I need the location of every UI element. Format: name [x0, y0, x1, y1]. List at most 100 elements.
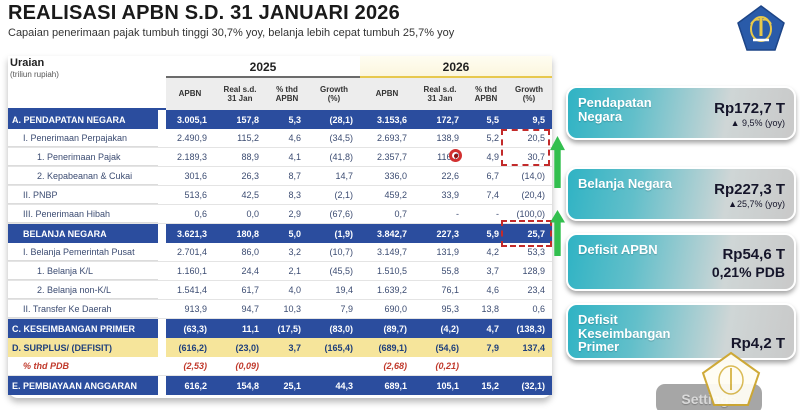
- row-label: I. Penerimaan Perpajakan: [8, 129, 158, 147]
- column-gap: [158, 148, 166, 166]
- cell-value: 24,4: [241, 266, 259, 276]
- cell-value: [308, 357, 360, 375]
- cell-value: 2,9: [288, 209, 301, 219]
- cell-value: 2.701,4: [176, 247, 207, 257]
- card-belanja-negara: Belanja Negara Rp227,3 T ▲25,7% (yoy): [566, 167, 796, 221]
- cell-value: 1.541,4: [176, 285, 207, 295]
- cell-value: 0,6: [532, 304, 545, 314]
- cell-value: 15,2: [466, 376, 506, 395]
- summary-cards: Pendapatan Negara Rp172,7 T ▲ 9,5% (yoy)…: [566, 86, 796, 360]
- cell-value: 336,0: [384, 171, 407, 181]
- row-label: 1. Belanja K/L: [8, 262, 158, 280]
- table-row: II. Transfer Ke Daerah 913,9 94,7 10,3 7,9 69…: [8, 300, 552, 319]
- column-header: Real s.d. 31 Jan: [214, 78, 266, 110]
- row-label: D. SURPLUS/ (DEFISIT): [8, 338, 158, 357]
- cell-value: 61,7: [241, 285, 259, 295]
- column-gap: [158, 167, 166, 185]
- cell-value: 4,9: [486, 152, 499, 162]
- cell-value: 25,1: [266, 376, 308, 395]
- column-gap: [158, 110, 166, 129]
- table-row: 1. Belanja K/L 1.160,1 24,4 2,1 (45,5) 1.510,…: [8, 262, 552, 281]
- table-row: A. PENDAPATAN NEGARA 3.005,1 157,8 5,3 (28,1…: [8, 110, 552, 129]
- cell-value: (0,09): [235, 361, 259, 371]
- cell-value: (2,53): [183, 361, 207, 371]
- cell-value: 94,7: [241, 304, 259, 314]
- cell-value: 3,7: [486, 266, 499, 276]
- column-gap: [158, 224, 166, 243]
- year-group-2026: 2026: [360, 56, 552, 78]
- cell-value: 76,1: [441, 285, 459, 295]
- row-label: A. PENDAPATAN NEGARA: [8, 110, 158, 129]
- cell-value: 3,2: [288, 247, 301, 257]
- cell-value: 2.189,3: [176, 152, 207, 162]
- uraian-header: Uraian (triliun rupiah): [8, 56, 166, 110]
- column-gap: [158, 338, 166, 357]
- table-row: C. KESEIMBANGAN PRIMER (63,3) 11,1 (17,5) (8…: [8, 319, 552, 338]
- cell-value: 115,2: [237, 133, 259, 143]
- cell-value: 180,8: [214, 224, 266, 243]
- cell-value: 128,9: [522, 266, 545, 276]
- cell-value: 20,5: [527, 133, 545, 143]
- cell-value: 30,7: [527, 152, 545, 162]
- cell-value: 116,2: [437, 152, 459, 162]
- cell-value: 22,6: [441, 171, 459, 181]
- cell-value: (41,8): [329, 152, 353, 162]
- cell-value: 172,7: [414, 110, 466, 129]
- cell-value: (2,1): [334, 190, 353, 200]
- growth-highlight-box-pajak: [501, 129, 550, 166]
- cell-value: 9,5: [506, 110, 552, 129]
- card-value: Rp172,7 T: [714, 100, 785, 117]
- card-pdb: 0,21% PDB: [711, 264, 785, 280]
- column-header: APBN: [360, 78, 414, 110]
- cell-value: 1.160,1: [176, 266, 207, 276]
- row-label: III. Penerimaan Hibah: [8, 205, 158, 223]
- cell-value: 3.842,7: [360, 224, 414, 243]
- cell-value: 459,2: [384, 190, 407, 200]
- cell-value: 5,0: [266, 224, 308, 243]
- cell-value: 3.149,7: [376, 247, 407, 257]
- cell-value: 86,0: [241, 247, 259, 257]
- cell-value: 53,3: [527, 247, 545, 257]
- cell-value: (1,9): [308, 224, 360, 243]
- cell-value: (165,4): [308, 338, 360, 357]
- cell-value: 14,7: [335, 171, 353, 181]
- table-row: I. Belanja Pemerintah Pusat 2.701,4 86,0 3,…: [8, 243, 552, 262]
- row-label: II. PNBP: [8, 186, 158, 204]
- cell-value: (616,2): [166, 338, 214, 357]
- cell-value: (23,0): [214, 338, 266, 357]
- cell-value: 689,1: [360, 376, 414, 395]
- column-gap: [158, 243, 166, 261]
- uraian-label: Uraian: [10, 57, 45, 69]
- cell-value: 227,3: [414, 224, 466, 243]
- row-label: % thd PDB: [23, 361, 69, 371]
- up-arrow-icon: [550, 136, 565, 188]
- cell-value: (20,4): [521, 190, 545, 200]
- table-row: III. Penerimaan Hibah 0,6 0,0 2,9 (67,6) 0,7 -…: [8, 205, 552, 224]
- table-row: I. Penerimaan Perpajakan 2.490,9 115,2 4,6 (…: [8, 129, 552, 148]
- card-value: Rp4,2 T: [730, 335, 785, 352]
- card-defisit-apbn: Defisit APBN Rp54,6 T 0,21% PDB: [566, 233, 796, 291]
- cell-value: -: [456, 209, 459, 219]
- column-gap: [158, 129, 166, 147]
- card-pendapatan-negara: Pendapatan Negara Rp172,7 T ▲ 9,5% (yoy): [566, 86, 796, 140]
- cell-value: (54,6): [414, 338, 466, 357]
- table-row: 1. Penerimaan Pajak 2.189,3 88,9 4,1 (41,8) 2…: [8, 148, 552, 167]
- page-subtitle: Capaian penerimaan pajak tumbuh tinggi 3…: [8, 27, 455, 39]
- cell-value: 19,4: [335, 285, 353, 295]
- cell-value: 25,7: [506, 224, 552, 243]
- cell-value: 8,3: [288, 190, 301, 200]
- card-defisit-keseimbangan-primer: Defisit Keseimbangan Primer Rp4,2 T: [566, 303, 796, 360]
- card-value: Rp54,6 T: [722, 246, 785, 263]
- cell-value: 5,9: [466, 224, 506, 243]
- page-title: REALISASI APBN S.D. 31 JANUARI 2026: [8, 2, 400, 24]
- cell-value: (17,5): [266, 319, 308, 338]
- cell-value: 3.005,1: [166, 110, 214, 129]
- table-body: A. PENDAPATAN NEGARA 3.005,1 157,8 5,3 (28,1…: [8, 110, 552, 395]
- column-gap: [158, 376, 166, 395]
- column-header: % thd APBN: [466, 78, 506, 110]
- cell-value: 3.153,6: [360, 110, 414, 129]
- kemenkeu-watermark-icon: [701, 351, 761, 406]
- cell-value: 95,3: [441, 304, 459, 314]
- cell-value: 23,4: [527, 285, 545, 295]
